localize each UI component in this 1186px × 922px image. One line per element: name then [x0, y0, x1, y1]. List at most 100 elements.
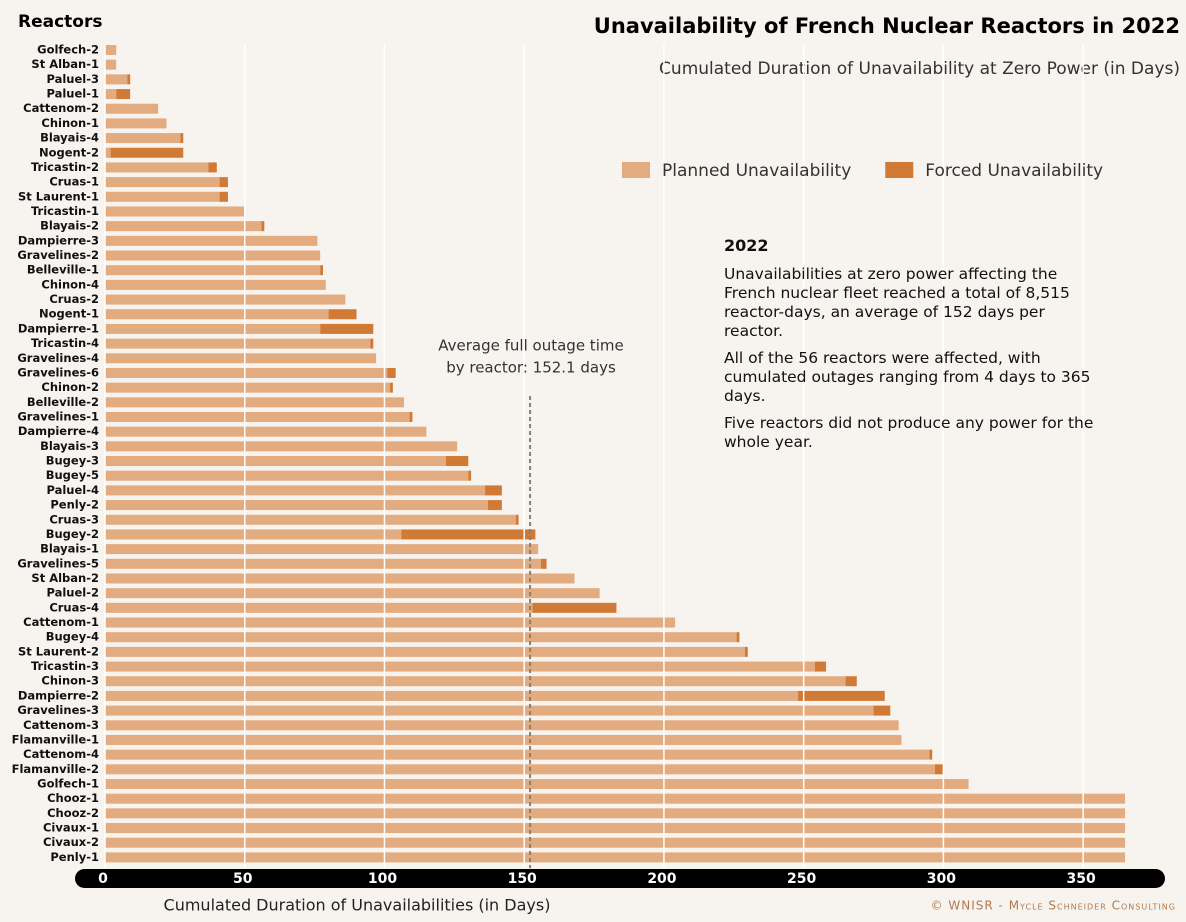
y-tick-label: Civaux-2 [43, 835, 99, 849]
bar-segment [515, 514, 519, 525]
bar-segment [105, 191, 220, 202]
bar-segment [105, 206, 245, 217]
y-tick-label: Tricastin-4 [31, 336, 99, 350]
y-tick-label: Belleville-1 [27, 263, 99, 277]
y-tick-label: Blayais-3 [40, 439, 99, 453]
y-tick-label: Paluel-1 [46, 87, 99, 101]
bar-segment [208, 162, 217, 173]
y-tick-label: Paluel-3 [46, 72, 99, 86]
bar-segment [320, 265, 323, 276]
y-tick-label: Chinon-4 [41, 277, 99, 291]
note-heading: 2022 [724, 236, 769, 255]
y-tick-label: Flamanville-1 [12, 732, 99, 746]
bar-segment [873, 705, 891, 716]
bar-segment [540, 558, 547, 569]
x-tick-label: 200 [647, 871, 676, 887]
y-tick-label: Cattenom-2 [23, 101, 99, 115]
y-tick-label: Blayais-1 [40, 542, 99, 556]
bar-segment [105, 426, 427, 437]
y-tick-label: Blayais-4 [40, 131, 99, 145]
chart-subtitle: Cumulated Duration of Unavailability at … [659, 59, 1180, 79]
legend-swatch [622, 162, 650, 178]
bar-segment [409, 412, 413, 422]
bar-segment [105, 632, 737, 643]
y-tick-label: Cruas-4 [49, 600, 99, 614]
bar-segment [105, 309, 329, 320]
bar-segment [261, 221, 265, 232]
y-tick-label: Blayais-2 [40, 219, 99, 233]
bar-segment [105, 323, 321, 334]
bar-segment [744, 646, 748, 657]
bar-segment [390, 382, 393, 393]
bar-segment [105, 544, 539, 555]
y-tick-label: Golfech-2 [37, 43, 99, 57]
y-tick-label: Dampierre-1 [18, 321, 99, 335]
y-tick-label: St Laurent-2 [18, 644, 99, 658]
y-tick-label: Bugey-4 [46, 630, 99, 644]
bar-segment [105, 779, 969, 789]
bar-segment [105, 103, 159, 114]
bar-segment [105, 367, 388, 378]
y-tick-label: Belleville-2 [27, 395, 99, 409]
bar-segment [105, 646, 745, 657]
bar-segment [105, 808, 1126, 819]
bar-segment [105, 412, 410, 422]
x-tick-label: 50 [233, 871, 253, 887]
bar-segment [935, 764, 944, 775]
y-tick-label: Dampierre-2 [18, 688, 99, 702]
y-tick-label: Flamanville-2 [12, 762, 99, 776]
y-tick-label: Gravelines-2 [17, 248, 99, 262]
y-tick-label: Bugey-5 [46, 468, 99, 482]
bar-segment [105, 705, 874, 716]
bar-segment [929, 749, 933, 760]
note: 2022 Unavailabilities at zero power affe… [724, 236, 1104, 460]
y-tick-label: Chinon-1 [41, 116, 99, 130]
bar-segment [798, 690, 885, 701]
y-tick-label: Gravelines-4 [17, 351, 99, 365]
y-axis-title: Reactors [18, 12, 102, 32]
bar-segment [814, 661, 827, 672]
bar-segment [105, 602, 533, 613]
bar-segment [105, 45, 117, 55]
y-tick-label: Bugey-3 [46, 454, 99, 468]
bar-segment [328, 309, 357, 320]
y-tick-label: Gravelines-1 [17, 410, 99, 424]
bar-segment [845, 676, 857, 687]
bar-segment [105, 764, 936, 775]
y-tick-label: Tricastin-2 [31, 160, 99, 174]
bar-segment [105, 823, 1126, 834]
y-tick-label: Cruas-2 [49, 292, 99, 306]
bar-segment [320, 323, 374, 334]
y-tick-label: Nogent-1 [39, 307, 99, 321]
y-tick-label: St Alban-2 [31, 571, 99, 585]
bar-segment [180, 133, 184, 144]
bar-segment [105, 147, 111, 158]
bar-segment [105, 720, 899, 731]
bar-segment [105, 338, 371, 349]
reference-label: by reactor: 152.1 days [446, 359, 616, 377]
bar-segment [105, 118, 167, 129]
x-tick-label: 100 [368, 871, 397, 887]
x-axis-title: Cumulated Duration of Unavailabilities (… [164, 896, 551, 915]
bar-segment [110, 147, 184, 158]
y-tick-label: Gravelines-6 [17, 365, 99, 379]
bar-segment [105, 74, 128, 85]
bar-segment [105, 617, 676, 628]
x-tick-label: 300 [927, 871, 956, 887]
bar-segment [105, 500, 488, 511]
y-tick-label: Tricastin-3 [31, 659, 99, 673]
x-tick-label: 350 [1067, 871, 1096, 887]
bar-segment [116, 89, 131, 100]
y-tick-label: Cattenom-3 [23, 718, 99, 732]
bar-segment [445, 456, 469, 467]
bar-segment [105, 133, 181, 144]
y-tick-label: St Alban-1 [31, 57, 99, 71]
y-tick-label: Bugey-2 [46, 527, 99, 541]
bar-segment [487, 500, 502, 511]
y-tick-label: Nogent-2 [39, 145, 99, 159]
bar-segment [105, 529, 402, 540]
y-tick-label: Chinon-2 [41, 380, 99, 394]
bar-segment [105, 661, 815, 672]
y-tick-label: Cruas-1 [49, 175, 99, 189]
